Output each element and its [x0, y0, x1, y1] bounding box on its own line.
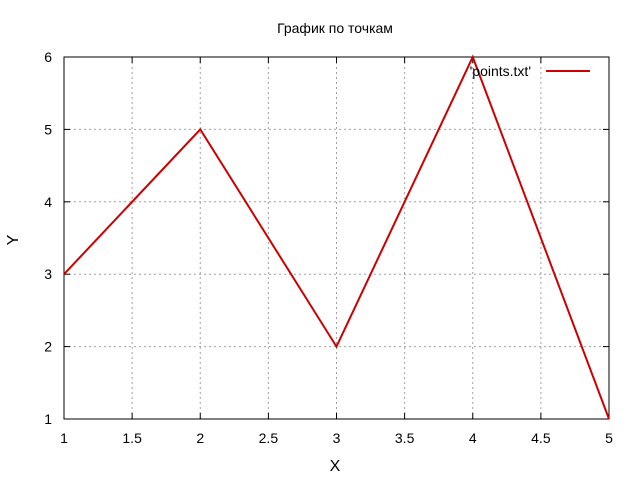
y-tick-label: 5 — [44, 121, 52, 137]
x-tick-label: 1 — [60, 430, 68, 446]
y-tick-label: 1 — [44, 411, 52, 427]
y-tick-label: 3 — [44, 266, 52, 282]
x-tick-label: 2.5 — [259, 430, 279, 446]
x-tick-label: 4.5 — [531, 430, 551, 446]
x-tick-label: 1.5 — [122, 430, 142, 446]
y-axis-ticks: 1 2 3 4 5 6 — [44, 49, 52, 427]
y-tick-label: 6 — [44, 49, 52, 65]
y-tick-label: 4 — [44, 194, 52, 210]
y-axis-label: Y — [5, 234, 22, 245]
legend-label-points: 'points.txt' — [470, 63, 531, 79]
x-tick-label: 2 — [196, 430, 204, 446]
plot-frame — [63, 56, 610, 420]
x-tick-label: 5 — [605, 430, 613, 446]
x-axis-label: X — [330, 458, 341, 475]
x-tick-label: 3.5 — [395, 430, 415, 446]
chart-title: График по точкам — [277, 20, 393, 36]
y-tick-label: 2 — [44, 339, 52, 355]
plot-border — [63, 56, 610, 420]
x-tick-label: 4 — [469, 430, 477, 446]
x-axis-ticks: 1 1.5 2 2.5 3 3.5 4 4.5 5 — [60, 430, 613, 446]
grid — [64, 57, 609, 419]
series-layer — [63, 54, 610, 420]
legend: 'points.txt' — [470, 63, 590, 79]
x-tick-label: 3 — [333, 430, 341, 446]
